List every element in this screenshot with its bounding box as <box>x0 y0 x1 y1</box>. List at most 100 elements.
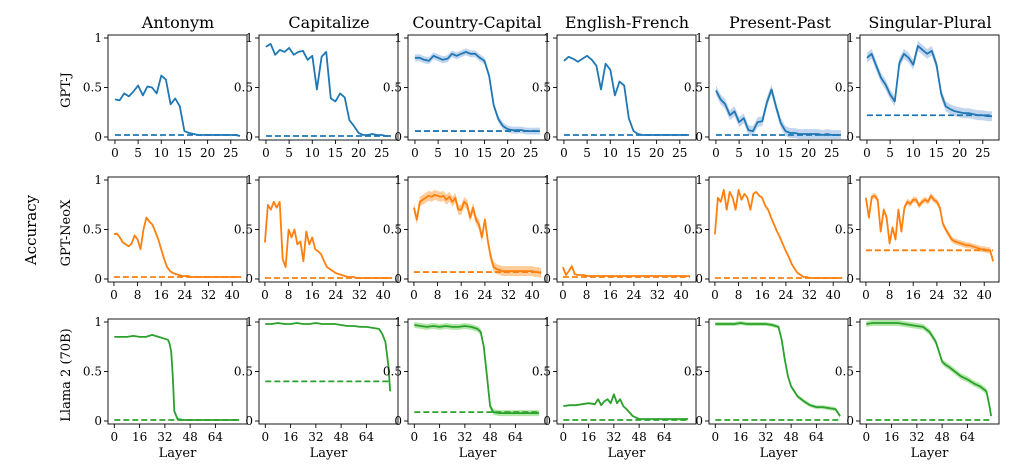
x-tick-label: 0 <box>410 288 418 302</box>
panel-gpt-neox-singular-plural: 0 0.5 1 0 8 16 24 32 40 <box>835 173 1000 302</box>
panel-gpt-j-antonym: 00.510 5 10 15 20 25 <box>83 31 248 160</box>
x-tick-label: 0 <box>559 430 567 444</box>
y-tick-label: 0 <box>245 130 253 144</box>
x-tick-label: 16 <box>884 430 899 444</box>
y-tick-label: 1 <box>695 315 703 329</box>
x-tick-label: 25 <box>672 146 687 160</box>
panel-llama-2-70b-english-french: 0 0.5 1 0 16 32 48 64 Layer <box>532 315 697 461</box>
col-title-present-past: Present-Past <box>729 13 832 32</box>
y-tick-label: 0.5 <box>684 81 703 95</box>
y-tick-label: 1 <box>394 173 402 187</box>
y-tick-label: 1 <box>245 315 253 329</box>
x-tick-label: 64 <box>359 430 375 444</box>
panel-gpt-neox-antonym: 0 0.5 1 0 8 16 24 32 40 <box>83 173 248 302</box>
accuracy-line <box>113 216 242 278</box>
panel-gpt-j-english-french: 00.510 5 10 15 20 25 <box>532 31 697 160</box>
x-tick-label: 20 <box>200 146 215 160</box>
row-label-llama-2-70b: Llama 2 (70B) <box>59 328 74 421</box>
y-tick-label: 1 <box>846 315 854 329</box>
x-tick-label: 32 <box>352 288 367 302</box>
panel-frame <box>107 34 248 141</box>
accuracy-line <box>114 333 240 421</box>
x-tick-label: 5 <box>285 146 293 160</box>
panel-llama-2-70b-present-past: 0 0.5 1 0 16 32 48 64 Layer <box>684 315 849 461</box>
x-tick-label: 15 <box>328 146 343 160</box>
confidence-band <box>865 192 994 265</box>
y-tick-label: 0 <box>846 272 854 286</box>
x-tick-label: 25 <box>824 146 839 160</box>
x-tick-label: 32 <box>802 288 817 302</box>
x-tick-label: 32 <box>909 430 924 444</box>
x-axis-title: Layer <box>459 446 497 461</box>
panel-frame <box>258 318 399 425</box>
y-tick-label: 0 <box>543 130 551 144</box>
x-tick-label: 8 <box>434 288 442 302</box>
y-tick-label: 0.5 <box>383 365 402 379</box>
confidence-band <box>414 322 540 417</box>
x-tick-label: 24 <box>328 288 344 302</box>
y-tick-label: 0 <box>394 130 402 144</box>
y-tick-label: 0.5 <box>835 223 854 237</box>
y-tick-label: 0 <box>543 414 551 428</box>
panel-gpt-j-capitalize: 00.510 5 10 15 20 25 <box>234 31 399 160</box>
x-tick-label: 15 <box>626 146 641 160</box>
confidence-band <box>715 321 841 418</box>
x-tick-label: 10 <box>454 146 469 160</box>
y-tick-label: 0.5 <box>532 223 551 237</box>
accuracy-line <box>563 393 689 420</box>
panel-gpt-neox-present-past: 0 0.5 1 0 8 16 24 32 40 <box>684 173 849 302</box>
x-tick-label: 48 <box>783 430 798 444</box>
x-tick-label: 16 <box>733 430 748 444</box>
x-tick-label: 48 <box>482 430 497 444</box>
x-tick-label: 32 <box>201 288 216 302</box>
accuracy-line <box>866 45 992 118</box>
x-tick-label: 40 <box>525 288 540 302</box>
y-tick-label: 1 <box>394 31 402 45</box>
x-tick-label: 20 <box>952 146 967 160</box>
x-tick-label: 48 <box>934 430 949 444</box>
confidence-band <box>414 48 540 135</box>
x-tick-label: 5 <box>134 146 142 160</box>
y-tick-label: 0 <box>695 272 703 286</box>
x-tick-label: 5 <box>886 146 894 160</box>
x-tick-label: 32 <box>157 430 172 444</box>
panel-gpt-j-country-capital: 00.510 5 10 15 20 25 <box>383 31 548 160</box>
x-tick-label: 64 <box>960 430 976 444</box>
row-label-gpt-neox: GPT-NeoX <box>59 199 74 266</box>
accuracy-line <box>414 324 540 415</box>
accuracy-line <box>563 54 689 136</box>
accuracy-line <box>715 88 841 136</box>
x-tick-label: 25 <box>374 146 389 160</box>
x-tick-label: 0 <box>411 146 419 160</box>
x-tick-label: 0 <box>862 288 870 302</box>
x-tick-label: 8 <box>735 288 743 302</box>
x-tick-label: 32 <box>501 288 516 302</box>
col-title-singular-plural: Singular-Plural <box>868 13 991 32</box>
y-tick-label: 1 <box>846 173 854 187</box>
x-tick-label: 0 <box>711 288 719 302</box>
accuracy-line <box>866 322 992 417</box>
accuracy-line <box>865 194 994 262</box>
x-tick-label: 10 <box>154 146 169 160</box>
y-tick-label: 1 <box>394 315 402 329</box>
accuracy-line <box>715 322 841 417</box>
panel-gpt-j-present-past: 00.510 5 10 15 20 25 <box>684 31 849 160</box>
panel-llama-2-70b-capitalize: 0 0.5 1 0 16 32 48 64 Layer <box>234 315 399 461</box>
x-tick-label: 16 <box>603 288 618 302</box>
x-tick-label: 40 <box>376 288 391 302</box>
x-tick-label: 0 <box>559 288 567 302</box>
y-tick-label: 0.5 <box>83 365 102 379</box>
x-tick-label: 32 <box>953 288 968 302</box>
panel-frame <box>708 34 849 141</box>
x-tick-label: 48 <box>631 430 646 444</box>
y-tick-label: 0.5 <box>383 223 402 237</box>
y-tick-label: 0.5 <box>383 81 402 95</box>
accuracy-line <box>265 43 391 137</box>
confidence-band <box>866 320 992 419</box>
x-tick-label: 15 <box>177 146 192 160</box>
y-tick-label: 1 <box>543 31 551 45</box>
y-tick-label: 0 <box>543 272 551 286</box>
x-tick-label: 24 <box>477 288 493 302</box>
x-tick-label: 64 <box>508 430 524 444</box>
x-tick-label: 16 <box>305 288 320 302</box>
